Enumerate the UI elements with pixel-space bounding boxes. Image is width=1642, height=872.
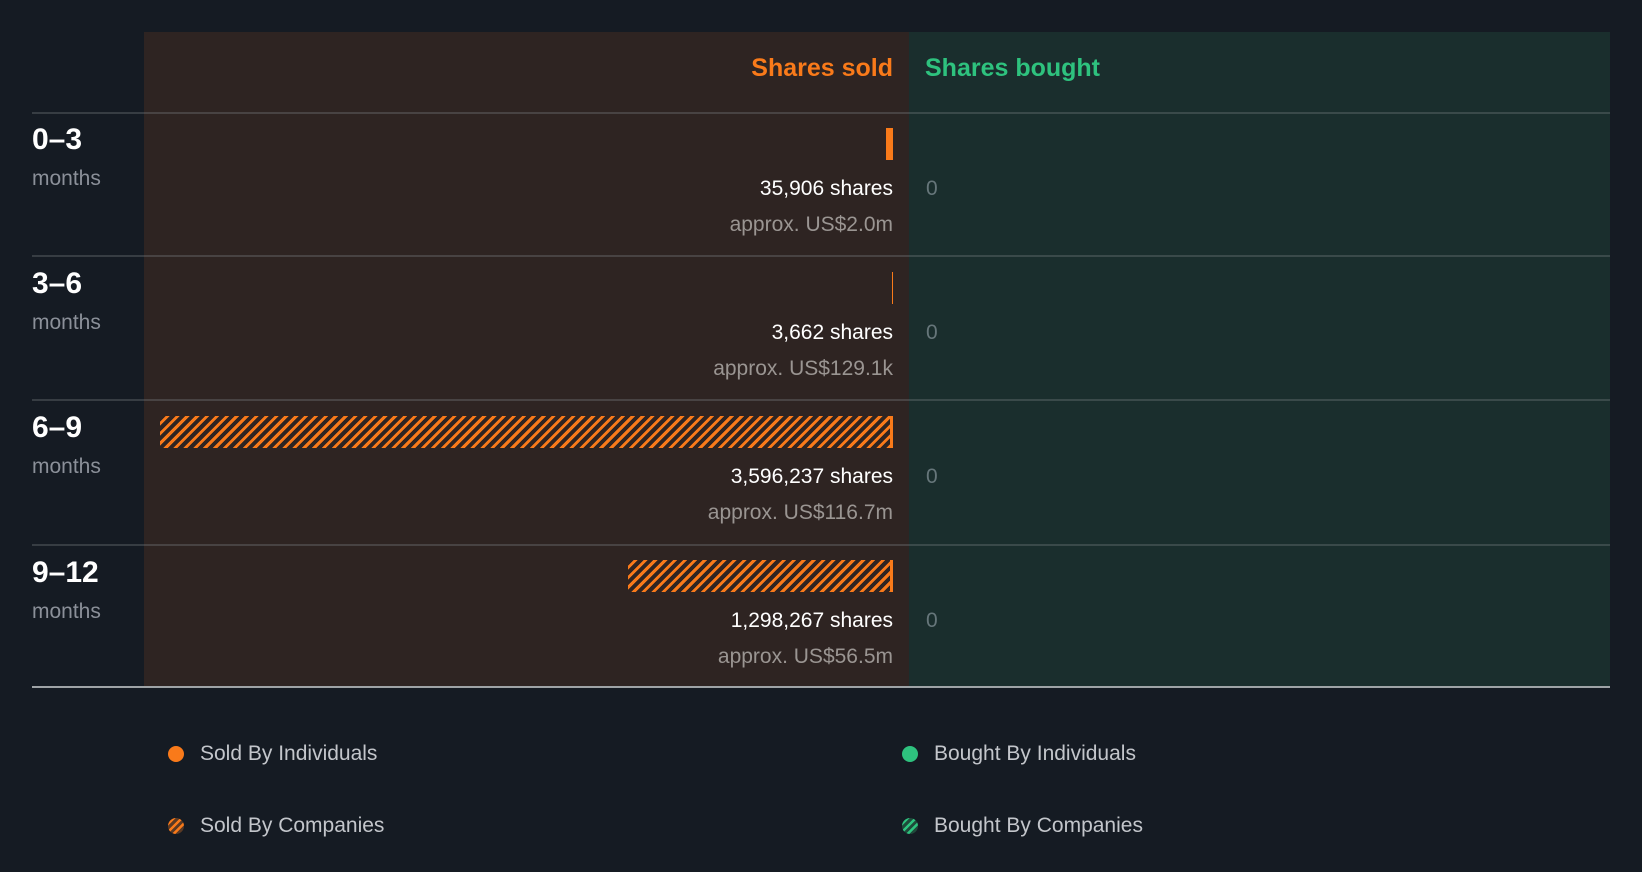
hatched-orange-dot-icon (168, 818, 184, 834)
row-divider (32, 255, 1610, 257)
legend-label: Sold By Individuals (200, 742, 378, 765)
period-unit: months (32, 455, 101, 478)
chart-baseline (32, 686, 1610, 688)
row-divider (32, 399, 1610, 401)
hatched-green-dot-icon (902, 818, 918, 834)
sold-bar-individuals[interactable] (892, 272, 893, 304)
legend-sold-by-individuals[interactable]: Sold By Individuals (168, 741, 377, 767)
legend-bought-by-companies[interactable]: Bought By Companies (902, 813, 1143, 839)
period-unit: months (32, 311, 101, 334)
bought-shares-count: 0 (926, 609, 938, 632)
sold-value: approx. US$56.5m (717, 645, 893, 668)
row-label-0-3: 0–3 months (32, 123, 101, 192)
shares-sold-header: Shares sold (751, 54, 893, 82)
period-unit: months (32, 600, 101, 623)
sold-bar-individuals[interactable] (886, 128, 893, 160)
sold-value: approx. US$116.7m (707, 501, 893, 524)
legend-label: Bought By Individuals (934, 742, 1136, 765)
period-range: 6–9 (32, 411, 83, 444)
row-label-6-9: 6–9 months (32, 411, 101, 480)
sold-value: approx. US$2.0m (729, 213, 893, 236)
row-divider (32, 544, 1610, 546)
shares-bought-header: Shares bought (925, 54, 1101, 82)
green-dot-icon (902, 746, 918, 762)
legend-sold-by-companies[interactable]: Sold By Companies (168, 813, 384, 839)
sold-bar-companies[interactable] (628, 560, 893, 592)
legend-bought-by-individuals[interactable]: Bought By Individuals (902, 741, 1136, 767)
period-range: 3–6 (32, 267, 83, 300)
sold-shares-count: 3,662 shares (771, 321, 893, 344)
row-label-3-6: 3–6 months (32, 267, 101, 336)
period-unit: months (32, 167, 101, 190)
period-range: 9–12 (32, 556, 99, 589)
period-range: 0–3 (32, 123, 83, 156)
legend-label: Sold By Companies (200, 814, 385, 837)
legend-label: Bought By Companies (934, 814, 1143, 837)
sold-bar-companies[interactable] (160, 416, 893, 448)
bought-shares-count: 0 (926, 465, 938, 488)
bought-shares-count: 0 (926, 177, 938, 200)
sold-value: approx. US$129.1k (713, 357, 893, 380)
bought-shares-count: 0 (926, 321, 938, 344)
sold-shares-count: 35,906 shares (759, 177, 893, 200)
row-label-9-12: 9–12 months (32, 556, 101, 625)
orange-dot-icon (168, 746, 184, 762)
shares-bought-panel (909, 32, 1610, 687)
sold-shares-count: 1,298,267 shares (730, 609, 893, 632)
sold-shares-count: 3,596,237 shares (730, 465, 893, 488)
row-divider (32, 112, 1610, 114)
